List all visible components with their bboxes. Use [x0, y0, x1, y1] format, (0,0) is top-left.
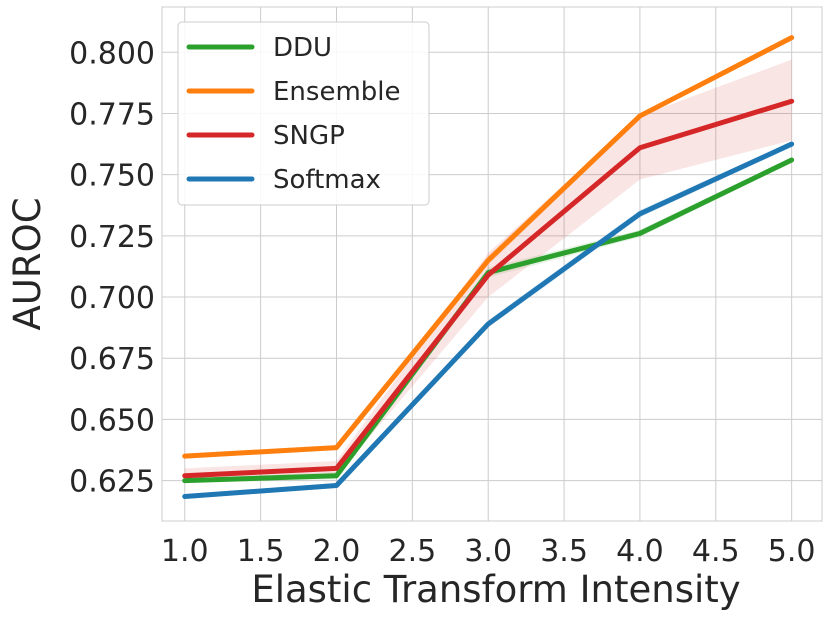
- series-lines: [182, 35, 795, 500]
- y-tick-labels: 0.625 0.650 0.675 0.700 0.725 0.750 0.775 0.800: [69, 36, 155, 499]
- y-tick-label: 0.800: [69, 36, 155, 71]
- x-tick-label: 3.5: [540, 534, 588, 569]
- legend-label-ensemble: Ensemble: [273, 77, 401, 107]
- legend-box: [177, 21, 430, 206]
- y-tick-label: 0.775: [69, 97, 155, 132]
- legend: DDU Ensemble SNGP Softmax: [177, 21, 430, 206]
- x-tick-label: 3.0: [464, 534, 512, 569]
- legend-label-ddu: DDU: [273, 33, 332, 63]
- line-softmax: [182, 141, 795, 500]
- x-tick-label: 2.5: [388, 534, 436, 569]
- x-axis-label: Elastic Transform Intensity: [251, 568, 740, 611]
- y-tick-label: 0.625: [69, 465, 155, 500]
- legend-label-sngp: SNGP: [273, 121, 345, 151]
- line-sngp: [182, 98, 795, 479]
- legend-label-softmax: Softmax: [273, 165, 381, 195]
- x-tick-label: 1.0: [161, 534, 209, 569]
- x-tick-label: 4.0: [616, 534, 664, 569]
- y-tick-label: 0.700: [69, 281, 155, 316]
- x-tick-label: 1.5: [237, 534, 285, 569]
- x-tick-label: 4.5: [692, 534, 740, 569]
- y-axis-label: AUROC: [6, 197, 49, 330]
- y-tick-label: 0.750: [69, 159, 155, 194]
- y-gridlines: [162, 51, 822, 482]
- y-tick-label: 0.725: [69, 220, 155, 255]
- x-tick-label: 5.0: [768, 534, 816, 569]
- line-ensemble: [182, 35, 795, 459]
- y-tick-label: 0.675: [69, 342, 155, 377]
- band-softmax: [184, 141, 792, 499]
- y-tick-label: 0.650: [69, 403, 155, 438]
- x-tick-labels: 1.0 1.5 2.0 2.5 3.0 3.5 4.0 4.5 5.0: [161, 534, 816, 569]
- x-tick-label: 2.0: [313, 534, 361, 569]
